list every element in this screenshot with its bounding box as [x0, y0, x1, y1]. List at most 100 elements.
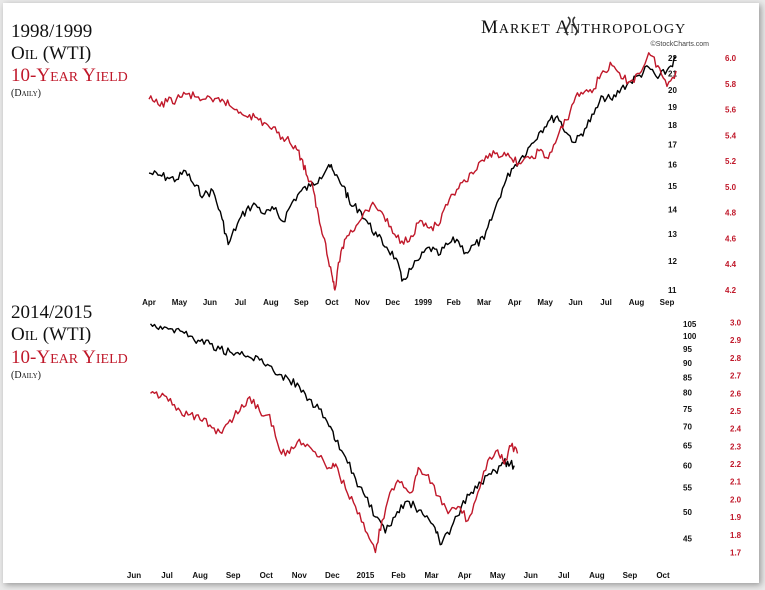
panel1-yield-tick: 4.6 [725, 234, 737, 243]
panel2-oil-tick: 50 [683, 508, 692, 517]
panel1-yield-tick: 6.0 [725, 54, 737, 63]
panel2-x-tick: Jul [161, 571, 173, 580]
panel2-yield-tick: 1.8 [730, 531, 742, 540]
dna-logo-icon [565, 16, 578, 36]
panel2-oil-line [149, 323, 515, 546]
panel1-oil-tick: 19 [668, 103, 677, 112]
panel2-x-tick: Aug [192, 571, 208, 580]
panel2-oil-tick: 55 [683, 484, 692, 493]
panel2-x-tick: Jun [524, 571, 538, 580]
panel2-yield-tick: 2.4 [730, 425, 742, 434]
panel2-yield-tick: 2.1 [730, 478, 742, 487]
panel2-x-tick: Sep [623, 571, 638, 580]
panel2-x-tick: Oct [260, 571, 274, 580]
panel1-x-tick: Aug [263, 298, 279, 307]
panel1-x-tick: May [172, 298, 188, 307]
panel2-oil-tick: 70 [683, 423, 692, 432]
panel2-yield-line [150, 391, 519, 554]
panel2-x-tick: Apr [458, 571, 472, 580]
panel1-oil-tick: 18 [668, 121, 677, 130]
panel1-x-tick: May [537, 298, 553, 307]
panel2-x-tick: Aug [589, 571, 605, 580]
panel2-x-tick: 2015 [357, 571, 375, 580]
panel1-x-tick: 1999 [414, 298, 432, 307]
panel2-title: 2014/2015 [11, 302, 92, 323]
panel1-oil-tick: 11 [668, 286, 677, 295]
panel1-x-tick: Dec [385, 298, 400, 307]
panel2-yield-tick: 3.0 [730, 319, 742, 328]
panel1-x-tick: Jul [235, 298, 247, 307]
panel2-yield-tick: 2.6 [730, 389, 742, 398]
panel2-oil-tick: 95 [683, 345, 692, 354]
panel1-yield-tick: 4.8 [725, 209, 737, 218]
panel1-oil-line [148, 56, 677, 282]
chart-card: MARKET ANTHROPOLOGY ©StockCharts.com 199… [3, 3, 759, 583]
panel2-yield-tick: 2.5 [730, 407, 742, 416]
panel1-yield-tick: 4.2 [725, 286, 737, 295]
panel1-yield-tick: 5.6 [725, 106, 737, 115]
panel1-x-tick: Oct [325, 298, 339, 307]
panel1-x-tick: Apr [508, 298, 522, 307]
panel2-x-tick: Jul [558, 571, 570, 580]
panel1-x-tick: Aug [629, 298, 645, 307]
panel1-oil-tick: 13 [668, 230, 677, 239]
panel1-oil-tick: 15 [668, 182, 677, 191]
panel2-yield-tick: 2.0 [730, 495, 742, 504]
panel1-x-tick: Mar [477, 298, 491, 307]
panel2-x-tick: Feb [391, 571, 405, 580]
panel2-x-tick: Jun [127, 571, 141, 580]
brand-name: MARKET ANTHROPOLOGY [481, 17, 686, 38]
panel1-oil-tick: 14 [668, 205, 677, 214]
panel2-oil-tick: 45 [683, 535, 692, 544]
panel1-yield-tick: 5.0 [725, 183, 737, 192]
panel2-frequency: (DAILY) [11, 370, 41, 381]
panel1-x-tick: Feb [447, 298, 461, 307]
panel1-yield-tick: 5.4 [725, 131, 737, 140]
panel2-oil-tick: 65 [683, 441, 692, 450]
panel2-x-tick: Mar [424, 571, 438, 580]
panel1-yield-tick: 5.8 [725, 80, 737, 89]
panel2-yield-tick: 2.2 [730, 460, 742, 469]
panel1-yield-label: 10-YEAR YIELD [11, 65, 128, 86]
panel1-yield-line [148, 52, 677, 291]
panel1-x-tick: Jun [568, 298, 582, 307]
panel2-oil-tick: 85 [683, 373, 692, 382]
panel2-yield-tick: 2.3 [730, 442, 742, 451]
panel1-oil-tick: 17 [668, 140, 677, 149]
panel1-oil-tick: 21 [668, 70, 677, 79]
panel1-x-tick: Apr [142, 298, 156, 307]
panel1-oil-tick: 12 [668, 257, 677, 266]
panel2-x-tick: Nov [292, 571, 308, 580]
panel2-oil-label: OIL (WTI) [11, 324, 91, 345]
panel1-oil-label: OIL (WTI) [11, 43, 91, 64]
panel1-yield-tick: 4.4 [725, 260, 737, 269]
panel2-yield-label: 10-YEAR YIELD [11, 347, 128, 368]
panel1-oil-tick: 16 [668, 161, 677, 170]
chart-marks: Apr May Jun Jul Aug Sep Oct Nov Dec 1999 Feb Mar Apr… [127, 16, 742, 580]
panel2-yield-tick: 1.9 [730, 513, 742, 522]
panel1-title: 1998/1999 [11, 21, 92, 42]
panel1-x-tick: Sep [660, 298, 675, 307]
panel2-yield-tick: 1.7 [730, 548, 742, 557]
panel2-yield-tick: 2.7 [730, 372, 742, 381]
panel2-oil-tick: 75 [683, 405, 692, 414]
panel1-x-tick: Jun [203, 298, 217, 307]
panel1-yield-tick: 5.2 [725, 157, 737, 166]
panel1-oil-tick: 20 [668, 86, 677, 95]
panel2-x-tick: Sep [226, 571, 241, 580]
panel2-x-tick: Oct [656, 571, 670, 580]
chart-svg: MARKET ANTHROPOLOGY ©StockCharts.com 199… [11, 16, 742, 580]
panel2-oil-tick: 90 [683, 359, 692, 368]
panel1-frequency: (DAILY) [11, 88, 41, 99]
panel1-oil-tick: 22 [668, 54, 677, 63]
panel2-oil-tick: 60 [683, 462, 692, 471]
panel1-x-tick: Nov [355, 298, 371, 307]
panel1-x-tick: Sep [294, 298, 309, 307]
panel2-x-tick: Dec [325, 571, 340, 580]
panel2-yield-tick: 2.9 [730, 336, 742, 345]
panel2-x-tick: May [490, 571, 506, 580]
panel2-oil-tick: 100 [683, 332, 697, 341]
panel2-oil-tick: 105 [683, 320, 697, 329]
panel1-x-tick: Jul [600, 298, 612, 307]
source-credit: ©StockCharts.com [651, 40, 710, 48]
